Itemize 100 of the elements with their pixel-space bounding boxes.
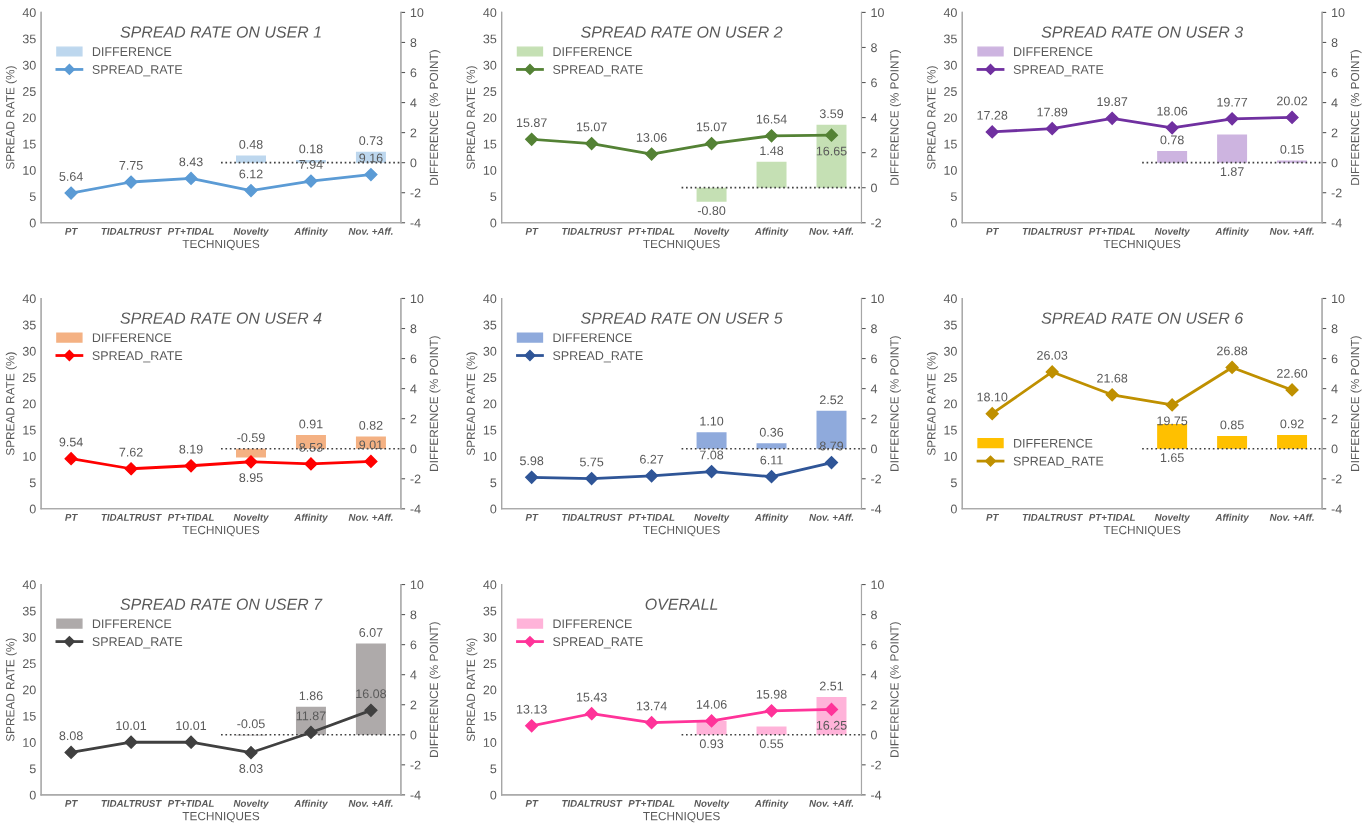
data-label: 0.48: [239, 139, 263, 149]
y-tick-label: 10: [483, 165, 497, 175]
x-tick-label: Novelty: [694, 227, 730, 237]
y-tick-label: 40: [22, 294, 36, 304]
y2-tick-label: 2: [410, 700, 417, 710]
data-label: 0.92: [1280, 419, 1304, 429]
y2-tick-label: 4: [410, 98, 417, 108]
y-tick-label: 25: [483, 659, 497, 669]
data-label: 0.15: [1280, 144, 1304, 154]
bar: [816, 410, 847, 449]
y2-tick-label: -2: [410, 760, 421, 770]
y2-tick-label: 10: [1332, 294, 1345, 304]
y-tick-label: 40: [483, 294, 497, 304]
y2-tick-label: 2: [871, 700, 877, 710]
y2-tick-label: 0: [871, 730, 877, 740]
x-tick-label: Affinity: [754, 513, 789, 523]
legend-label: DIFFERENCE: [92, 47, 172, 57]
y-tick-label: 15: [483, 425, 497, 435]
y-tick-label: 0: [29, 790, 36, 800]
y-tick-label: 10: [944, 452, 957, 461]
x-tick-label: Novelty: [1154, 227, 1191, 237]
y2-tick-label: -2: [410, 474, 421, 484]
y2-tick-label: 2: [1331, 414, 1338, 424]
point: [824, 128, 839, 142]
data-label: 13.13: [516, 704, 547, 714]
data-label: 9.01: [359, 440, 383, 450]
y-tick-label: 35: [483, 34, 497, 44]
y-tick-label: 30: [483, 346, 497, 356]
y2-tick-label: 10: [871, 8, 884, 18]
data-label: 7.62: [119, 447, 143, 457]
y-tick-label: 0: [950, 218, 957, 228]
y-axis-title: SPREAD RATE (%): [5, 66, 17, 170]
bar: [696, 187, 727, 202]
point: [64, 745, 78, 759]
data-label: 1.86: [299, 691, 323, 701]
y2-axis-title: DIFFERENCE (% POINT): [429, 622, 441, 757]
y2-tick-label: 0: [410, 444, 417, 454]
x-tick-label: Novelty: [694, 799, 730, 809]
y-tick-label: 0: [29, 504, 36, 514]
data-label: 0.91: [299, 419, 323, 429]
y2-tick-label: 0: [871, 444, 877, 454]
y2-tick-label: 4: [410, 384, 417, 394]
y-tick-label: 5: [29, 764, 36, 774]
y2-tick-label: 0: [410, 158, 417, 168]
bar: [756, 726, 787, 735]
x-tick-label: Affinity: [294, 513, 329, 523]
x-tick-label: TIDALTRUST: [1022, 227, 1084, 235]
x-tick-label: PT: [986, 514, 1000, 521]
point: [1165, 398, 1179, 412]
y-axis-title: SPREAD RATE (%): [926, 352, 938, 456]
bar: [355, 643, 386, 735]
point: [244, 746, 258, 760]
y2-tick-label: 6: [871, 354, 877, 364]
point: [244, 455, 258, 469]
y2-tick-label: 8: [871, 43, 877, 53]
y2-tick-label: 6: [1331, 68, 1338, 78]
data-label: -0.05: [237, 719, 265, 729]
data-label: 2.51: [819, 681, 844, 691]
point: [124, 175, 138, 189]
data-label: 15.07: [696, 122, 727, 132]
data-label: 7.75: [119, 161, 143, 170]
y2-tick-label: 0: [410, 730, 417, 740]
y-tick-label: 10: [23, 165, 36, 175]
y2-axis-title: DIFFERENCE (% POINT): [889, 622, 901, 757]
data-label: 22.60: [1277, 368, 1308, 378]
x-tick-label: TIDALTRUST: [562, 800, 623, 807]
y-tick-label: 40: [22, 580, 36, 590]
data-label: 7.94: [299, 159, 323, 169]
y2-tick-label: -2: [871, 474, 881, 484]
data-label: 7.08: [700, 450, 724, 460]
y2-tick-label: 4: [870, 670, 878, 680]
point: [525, 132, 539, 146]
x-tick-label: PT: [986, 227, 1000, 235]
data-label: 6.07: [359, 628, 383, 637]
data-label: 8.79: [819, 441, 844, 451]
point: [304, 725, 318, 740]
point: [304, 457, 318, 471]
y2-tick-label: -4: [1331, 218, 1342, 228]
x-tick-label: TIDALTRUST: [101, 800, 162, 807]
y2-tick-label: -4: [871, 790, 882, 800]
point: [184, 735, 198, 749]
y2-tick-label: -2: [871, 760, 881, 770]
y-tick-label: 40: [943, 294, 957, 304]
bar: [1157, 150, 1188, 163]
y-tick-label: 35: [22, 34, 36, 44]
y-tick-label: 35: [22, 606, 36, 616]
y-axis-title: SPREAD RATE (%): [5, 352, 17, 456]
y-axis-title: SPREAD RATE (%): [5, 638, 17, 742]
bar: [236, 155, 266, 163]
y2-tick-label: 6: [871, 78, 877, 88]
bar: [816, 124, 847, 188]
y2-tick-label: -2: [410, 188, 421, 198]
point: [124, 735, 138, 749]
y2-tick-label: 6: [410, 354, 417, 364]
x-tick-label: TIDALTRUST: [562, 513, 623, 521]
y-tick-label: 40: [483, 8, 497, 18]
y-tick-label: 10: [483, 738, 497, 747]
y2-tick-label: 8: [1331, 38, 1338, 48]
y2-tick-label: 10: [1332, 8, 1345, 18]
data-label: 16.65: [816, 146, 847, 156]
